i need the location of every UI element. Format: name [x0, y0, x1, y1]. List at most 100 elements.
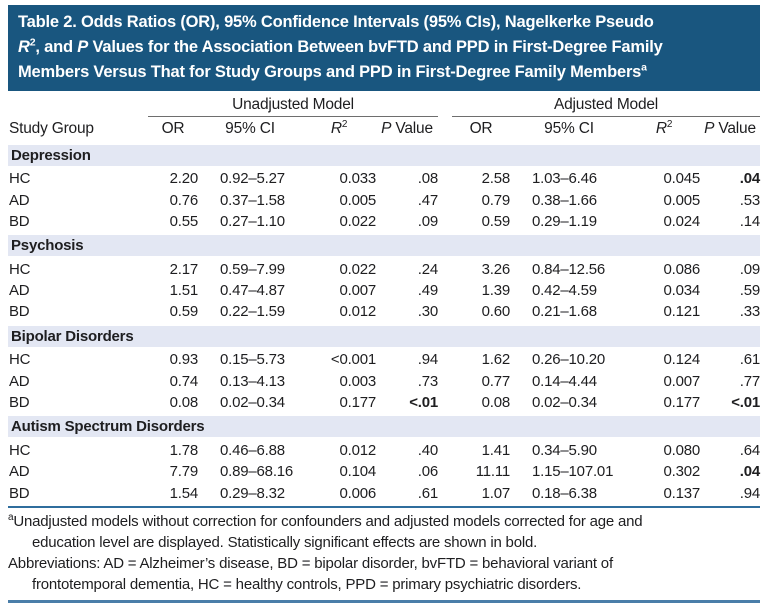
table-row: HC 2.20 0.92–5.27 0.033 .08 2.58 1.03–6.…	[8, 167, 760, 189]
title-line-2a: , and	[35, 38, 78, 56]
table-row: AD 0.74 0.13–4.13 0.003 .73 0.77 0.14–4.…	[8, 370, 760, 392]
section-row-depression: Depression	[8, 140, 761, 169]
unadj-pvalue: .73	[417, 372, 438, 390]
adj-ci: 0.34–5.90	[532, 441, 597, 459]
unadj-or: 0.55	[169, 212, 199, 230]
adj-ci: 0.21–1.68	[532, 303, 597, 320]
unadj-pvalue: .24	[417, 260, 438, 278]
adj-or: 1.39	[481, 282, 511, 299]
unadj-ci: 0.59–7.99	[220, 260, 285, 278]
title-line-2b: Values for the Association Between bvFTD…	[88, 38, 663, 56]
adj-or: 1.41	[481, 441, 511, 459]
unadj-r2: 0.022	[339, 212, 376, 230]
table-row: HC 2.17 0.59–7.99 0.022 .24 3.26 0.84–12…	[8, 258, 760, 280]
table-bottom-rule	[8, 505, 760, 508]
unadj-ci: 0.15–5.73	[220, 351, 285, 369]
row-label: BD	[9, 303, 30, 320]
adj-pvalue: .59	[739, 282, 761, 299]
adj-r2: 0.005	[663, 191, 700, 209]
adj-pvalue: .04	[739, 463, 761, 480]
section-row-bipolar: Bipolar Disorders	[8, 321, 761, 350]
adj-or: 0.08	[481, 393, 511, 411]
unadj-or: 2.20	[169, 170, 199, 188]
title-p-italic: P	[77, 38, 89, 56]
value-label: Value	[714, 119, 756, 137]
page-bottom-rule	[8, 599, 760, 603]
unadj-ci: 0.13–4.13	[220, 372, 285, 390]
adj-r2: 0.086	[663, 260, 700, 278]
unadj-or: 1.78	[169, 441, 199, 459]
r2-superscript: 2	[341, 118, 348, 130]
adj-pvalue: .09	[739, 260, 761, 278]
adj-ci: 0.14–4.44	[532, 372, 597, 390]
study-group-header: Study Group	[9, 119, 94, 137]
unadj-pvalue: .49	[417, 282, 438, 299]
row-label: AD	[9, 191, 30, 209]
model-group-header-row: Unadjusted Model Adjusted Model	[8, 93, 761, 117]
table-row: BD 0.59 0.22–1.59 0.012 .30 0.60 0.21–1.…	[8, 302, 760, 324]
column-gap	[438, 348, 452, 370]
row-label: HC	[9, 351, 31, 369]
row-label: BD	[9, 212, 30, 230]
column-gap	[438, 189, 452, 211]
adj-r2: 0.177	[663, 393, 700, 411]
footnote-a-text: Unadjusted models without correction for…	[13, 512, 643, 530]
unadj-pvalue: .61	[417, 485, 438, 502]
unadj-r2: <0.001	[330, 351, 376, 369]
title-footnote-marker: a	[641, 61, 647, 74]
p-italic: P	[381, 119, 392, 137]
adj-pvalue: .14	[739, 212, 761, 230]
unadj-or: 0.76	[169, 191, 199, 209]
table-title: Table 2. Odds Ratios (OR), 95% Confidenc…	[8, 5, 760, 91]
unadj-or: 0.08	[169, 393, 199, 411]
column-gap	[438, 483, 452, 505]
section-label: Psychosis	[8, 231, 761, 259]
row-label: HC	[9, 170, 31, 188]
unadj-r2: 0.007	[339, 282, 376, 299]
unadj-pvalue: .30	[417, 303, 438, 320]
adj-ci: 1.03–6.46	[532, 170, 597, 188]
unadj-r2-header: R2	[302, 117, 376, 143]
table-row: BD 1.54 0.29–8.32 0.006 .61 1.07 0.18–6.…	[8, 483, 760, 505]
table-row: AD 0.76 0.37–1.58 0.005 .47 0.79 0.38–1.…	[8, 189, 760, 211]
section-label: Bipolar Disorders	[8, 321, 761, 350]
unadj-or: 1.51	[169, 282, 199, 299]
adj-or: 1.07	[481, 485, 511, 502]
row-label: HC	[9, 260, 31, 278]
unadj-pvalue: <.01	[409, 393, 438, 411]
adj-or: 11.11	[475, 463, 511, 480]
adj-pvalue: .64	[739, 441, 761, 459]
adj-r2: 0.137	[663, 485, 700, 502]
row-label: AD	[9, 372, 30, 390]
unadj-ci: 0.29–8.32	[220, 485, 285, 502]
adj-pvalue: .77	[739, 372, 761, 390]
adj-ci: 1.15–107.01	[532, 463, 614, 480]
section-label: Depression	[8, 140, 761, 169]
unadjusted-model-header: Unadjusted Model	[148, 93, 438, 117]
unadj-r2: 0.033	[339, 170, 376, 188]
adj-or: 1.62	[481, 351, 511, 369]
unadj-r2: 0.104	[339, 463, 376, 480]
footnote-a-line-1: aUnadjusted models without correction fo…	[8, 511, 760, 532]
unadj-ci: 0.92–5.27	[220, 170, 285, 188]
unadj-r2: 0.012	[339, 441, 376, 459]
unadj-pvalue-header: P Value	[376, 117, 438, 143]
adj-or: 0.59	[481, 212, 511, 230]
unadj-ci: 0.89–68.16	[220, 463, 294, 480]
unadj-r2: 0.177	[339, 393, 376, 411]
footnote-a-marker: a	[8, 511, 14, 523]
unadj-or-header: OR	[161, 119, 185, 137]
adj-r2: 0.080	[663, 441, 700, 459]
adj-ci: 0.84–12.56	[532, 260, 606, 278]
adj-ci-header: 95% CI	[544, 119, 594, 137]
unadj-ci-header: 95% CI	[225, 119, 275, 137]
study-group-spacer	[8, 93, 148, 117]
adj-ci: 0.42–4.59	[532, 282, 597, 299]
unadj-ci: 0.27–1.10	[220, 212, 285, 230]
section-label: Autism Spectrum Disorders	[8, 412, 761, 440]
column-gap	[438, 93, 452, 117]
adj-r2: 0.124	[663, 351, 700, 369]
table-row: BD 0.55 0.27–1.10 0.022 .09 0.59 0.29–1.…	[8, 211, 760, 233]
column-gap	[438, 258, 452, 280]
unadj-r2: 0.003	[339, 372, 376, 390]
